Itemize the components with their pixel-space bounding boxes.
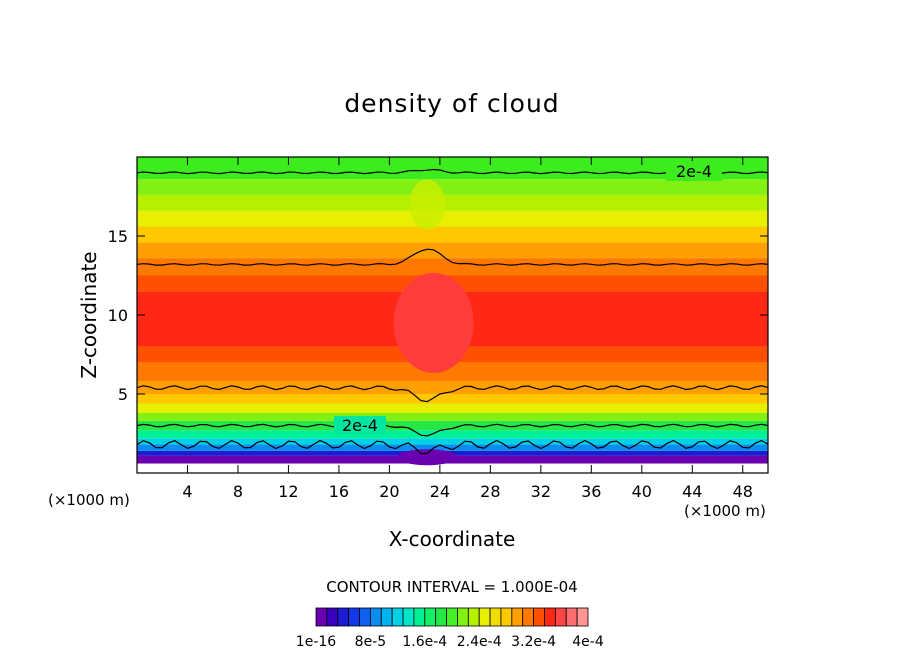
colorbar-labels: 1e-16 8e-5 1.6e-4 2.4e-4 3.2e-4 4e-4 <box>296 634 604 650</box>
colorbar-swatch <box>500 607 513 627</box>
colorbar-swatch <box>380 607 393 627</box>
colorbar-swatch <box>315 607 328 627</box>
colorbar-swatch <box>533 607 545 627</box>
x-tick-label: 16 <box>329 482 349 501</box>
colorbar-tick-label: 1.6e-4 <box>402 634 447 650</box>
colorbar-swatch <box>489 607 502 627</box>
x-tick-label: 28 <box>480 482 500 501</box>
upper-contour-label-bg <box>666 161 722 181</box>
colorbar-swatch <box>326 607 339 627</box>
x-unit-left: (×1000 m) <box>48 491 130 509</box>
x-axis: 4 8 12 16 20 24 28 32 36 40 44 48 <box>182 157 753 501</box>
contour-band <box>137 420 768 431</box>
colorbar-swatch <box>522 607 534 627</box>
colorbar-swatch <box>478 607 491 627</box>
x-tick-label: 8 <box>233 482 243 501</box>
colorbar-swatch <box>337 607 350 627</box>
contour-line <box>137 248 768 266</box>
contour-band <box>137 179 768 195</box>
x-tick-label: 32 <box>531 482 551 501</box>
x-tick-label: 44 <box>682 482 702 501</box>
contour-line <box>137 168 768 175</box>
colorbar-swatch <box>576 607 589 627</box>
contour-band <box>137 381 768 394</box>
colorbar-swatch <box>348 607 360 627</box>
chart-title: density of cloud <box>344 89 559 118</box>
plot-area <box>137 157 768 473</box>
colorbar-swatch <box>511 607 524 627</box>
contour-band <box>137 403 768 413</box>
contour-line <box>137 439 768 455</box>
contour-interval: CONTOUR INTERVAL = 1.000E-04 <box>326 578 577 596</box>
x-tick-label: 24 <box>430 482 450 501</box>
colorbar-swatch <box>467 607 480 627</box>
x-tick-label: 36 <box>581 482 601 501</box>
contour-label-lower: 2e-4 <box>342 416 378 435</box>
colorbar-swatch <box>554 607 567 627</box>
plume-top <box>409 179 446 230</box>
colorbar-tick-label: 1e-16 <box>296 634 336 650</box>
y-axis: 5 10 15 <box>108 227 768 404</box>
colorbar-swatch <box>413 607 426 627</box>
contour-line <box>137 385 768 403</box>
x-tick-label: 12 <box>278 482 298 501</box>
contour-line <box>137 423 768 437</box>
contour-band <box>137 210 768 227</box>
contour-band <box>137 463 768 473</box>
contour-band <box>137 157 768 180</box>
colorbar-swatch <box>544 607 556 627</box>
x-tick-label: 20 <box>379 482 399 501</box>
contour-band <box>137 438 768 445</box>
colorbar-tick-label: 8e-5 <box>355 634 386 650</box>
contour-band <box>137 226 768 243</box>
contour-band <box>137 412 768 421</box>
colorbar-swatch <box>424 607 437 627</box>
lower-contour-label-bg <box>334 416 386 434</box>
colorbar-swatch <box>446 607 458 627</box>
colorbar-swatch <box>565 607 578 627</box>
colorbar-swatch <box>435 607 447 627</box>
y-tick-label: 5 <box>118 385 128 404</box>
colorbar-swatch <box>457 607 469 627</box>
plume-base <box>397 449 458 466</box>
contour-band <box>137 444 768 451</box>
plume-core <box>393 272 474 373</box>
y-tick-label: 15 <box>108 227 128 246</box>
contour-band <box>137 394 768 404</box>
colorbar <box>315 607 589 627</box>
colorbar-swatch <box>369 607 382 627</box>
colorbar-tick-label: 3.2e-4 <box>511 634 556 650</box>
y-tick-label: 10 <box>108 306 128 325</box>
contour-label-upper: 2e-4 <box>676 162 712 181</box>
x-tick-label: 4 <box>182 482 192 501</box>
colorbar-swatch <box>359 607 371 627</box>
contour-band <box>137 362 768 382</box>
x-axis-title: X-coordinate <box>389 527 516 551</box>
contour-band <box>137 242 768 259</box>
colorbar-swatch <box>391 607 404 627</box>
x-tick-label: 40 <box>632 482 652 501</box>
x-unit-right: (×1000 m) <box>684 502 766 520</box>
y-axis-title: Z-coordinate <box>77 251 101 378</box>
colorbar-swatch <box>402 607 415 627</box>
x-tick-label: 48 <box>733 482 753 501</box>
contour-band <box>137 430 768 439</box>
contour-band <box>137 194 768 211</box>
contour-band <box>137 258 768 276</box>
colorbar-tick-label: 2.4e-4 <box>457 634 502 650</box>
colorbar-tick-label: 4e-4 <box>572 634 604 650</box>
